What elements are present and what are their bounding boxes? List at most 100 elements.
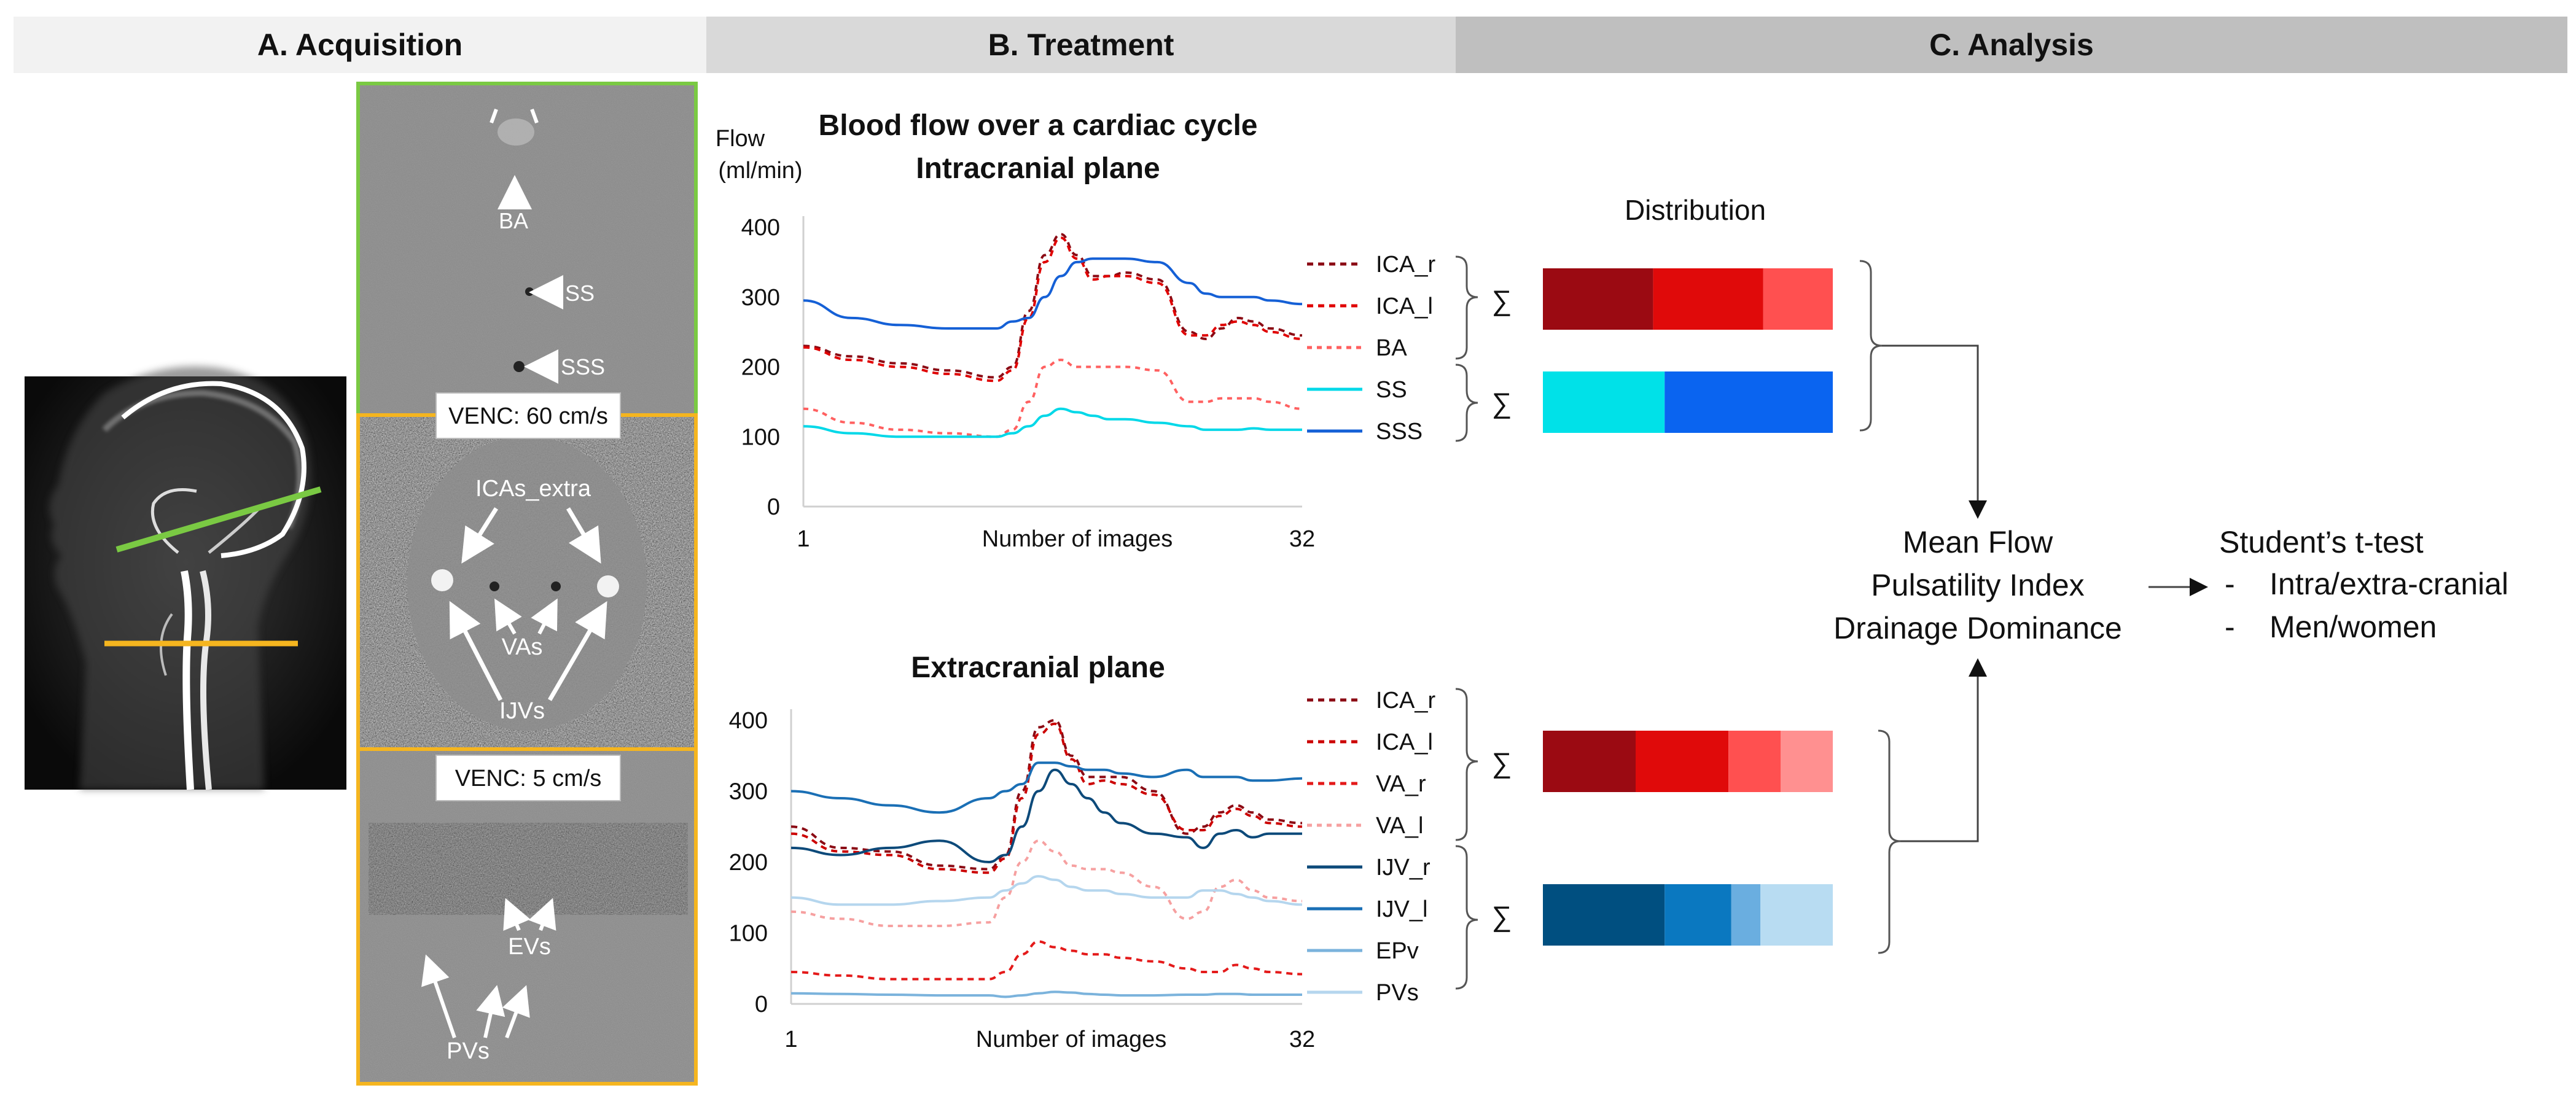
sum-symbol-4: ∑	[1492, 900, 1512, 932]
chart1-subtitle: Intracranial plane	[916, 152, 1160, 185]
bracket-intra-arterial	[1455, 255, 1478, 360]
pc-panel-intracranial: BA SS SSS	[356, 82, 698, 417]
venc-60-label: VENC: 60 cm/s	[448, 403, 608, 429]
legend-label-ijv-l: IJV_l	[1376, 896, 1427, 922]
bar-extra-arterial-segment-1	[1543, 731, 1636, 792]
intracranial-plane-line	[115, 486, 322, 553]
x-tick-label: 1	[797, 526, 810, 552]
bracket-extra-total	[1878, 729, 1901, 954]
label-evs: EVs	[508, 934, 551, 960]
series-line-ica-l	[790, 722, 1303, 874]
ttest-bullet-1: -	[2225, 567, 2235, 601]
series-line-ica-r	[803, 233, 1303, 379]
distribution-title: Distribution	[1625, 194, 1766, 226]
x-axis-label: Number of images	[982, 526, 1173, 552]
venc-5-label: VENC: 5 cm/s	[455, 766, 602, 791]
arrow-extra-to-metrics	[1900, 658, 1987, 842]
x-tick-label: 1	[784, 1027, 797, 1052]
bar-extra-arterial-segment-4	[1781, 731, 1833, 792]
label-icas-extra: ICAs_extra	[475, 476, 591, 502]
bar-extra-venous-segment-3	[1731, 884, 1760, 946]
bar-extra-arterial-segment-2	[1636, 731, 1728, 792]
series-line-va-l	[790, 839, 1303, 928]
label-ijvs: IJVs	[499, 698, 545, 724]
series-line-ss	[803, 407, 1302, 438]
series-line-ijv-r	[790, 768, 1302, 864]
bracket-extra-arterial	[1455, 688, 1478, 841]
venc-60-box	[435, 392, 621, 439]
bar-intra-arterial-segment-1	[1543, 268, 1653, 330]
legend-label-ica-r: ICA_r	[1376, 252, 1435, 278]
bar-intra-arterial-segment-3	[1763, 268, 1833, 330]
bar-intra-venous-segment-2	[1665, 371, 1833, 433]
y-tick-label: 0	[755, 992, 768, 1017]
label-sss: SSS	[561, 354, 605, 379]
chart-extracranial: 0 100 200 300 400 1 32 Number of images ICA_r ICA…	[729, 688, 1436, 1052]
y-tick-label: 200	[741, 355, 780, 381]
pc-panel-extracranial-60: VENC: 60 cm/s ICAs_extra VAs IJVs	[356, 392, 698, 751]
small-arrow-left	[490, 108, 498, 124]
small-arrow-right	[530, 108, 539, 124]
y-tick-label: 0	[767, 494, 780, 520]
sum-symbol-3: ∑	[1492, 747, 1512, 779]
legend-label-va-r: VA_r	[1376, 771, 1426, 797]
arrow-intra-to-metrics	[1882, 344, 1987, 519]
sum-symbol-1: ∑	[1492, 284, 1512, 316]
chart2-title: Extracranial plane	[911, 651, 1165, 684]
sum-symbol-2: ∑	[1492, 387, 1512, 419]
series-line-ba	[803, 359, 1303, 438]
bracket-intra-venous	[1455, 363, 1478, 442]
venc-5-box	[435, 755, 621, 801]
chart1-title: Blood flow over a cardiac cycle	[819, 109, 1258, 142]
bar-intra-venous-segment-1	[1543, 371, 1665, 433]
sagittal-angiography-image	[25, 366, 346, 790]
bar-intra-arterial-segment-2	[1653, 268, 1763, 330]
bar-extra-venous-segment-4	[1760, 884, 1833, 946]
y-tick-label: 400	[729, 708, 768, 734]
pc-panel-extracranial-5: VENC: 5 cm/s EVs PVs	[356, 747, 698, 1086]
legend-label-va-l: VA_l	[1376, 813, 1423, 839]
y-tick-label: 400	[741, 215, 780, 241]
metric-drainage-dominance: Drainage Dominance	[1833, 611, 2122, 645]
label-vas: VAs	[502, 634, 543, 660]
header-acquisition: A. Acquisition	[14, 17, 706, 73]
y-tick-label: 100	[741, 424, 780, 450]
ttest-title: Student’s t-test	[2219, 525, 2424, 559]
header-treatment: B. Treatment	[706, 17, 1456, 73]
series-line-ijv-l	[790, 761, 1303, 814]
series-line-va-r	[790, 940, 1303, 981]
series-line-ica-l	[803, 236, 1303, 383]
x-tick-label: 32	[1289, 1027, 1315, 1052]
distribution-bars	[1543, 268, 1833, 946]
x-axis-label: Number of images	[976, 1027, 1166, 1052]
bar-extra-venous-segment-1	[1543, 884, 1665, 946]
label-pvs: PVs	[447, 1038, 490, 1064]
y-tick-label: 300	[741, 285, 780, 311]
ttest-bullet-2: -	[2225, 610, 2235, 644]
legend-label-ss: SS	[1376, 377, 1407, 403]
legend-label-ica-l: ICA_l	[1376, 293, 1433, 319]
legend-label-ica-r: ICA_r	[1376, 688, 1435, 713]
bracket-intra-total	[1859, 260, 1883, 432]
legend-label-ica-l: ICA_l	[1376, 729, 1433, 755]
legend-label-ijv-r: IJV_r	[1376, 855, 1430, 880]
series-line-sss	[803, 257, 1303, 330]
legend-label-epv: EPv	[1376, 938, 1419, 964]
series-line-pvs	[790, 875, 1303, 906]
x-tick-label: 32	[1289, 526, 1315, 552]
bar-extra-arterial-segment-3	[1728, 731, 1781, 792]
label-ba: BA	[499, 208, 528, 233]
y-axis-label-unit: (ml/min)	[718, 158, 802, 184]
legend-label-ba: BA	[1376, 335, 1407, 361]
metric-pulsatility-index: Pulsatility Index	[1871, 568, 2084, 602]
ttest-item-men-women: Men/women	[2270, 610, 2437, 644]
metric-mean-flow: Mean Flow	[1903, 525, 2053, 559]
y-axis-label-flow: Flow	[716, 126, 765, 152]
series-line-epv	[790, 990, 1302, 998]
bracket-extra-venous	[1455, 845, 1478, 990]
header-analysis: C. Analysis	[1456, 17, 2567, 73]
y-tick-label: 100	[729, 921, 768, 947]
legend-label-sss: SSS	[1376, 419, 1423, 445]
bar-extra-venous-segment-2	[1665, 884, 1731, 946]
